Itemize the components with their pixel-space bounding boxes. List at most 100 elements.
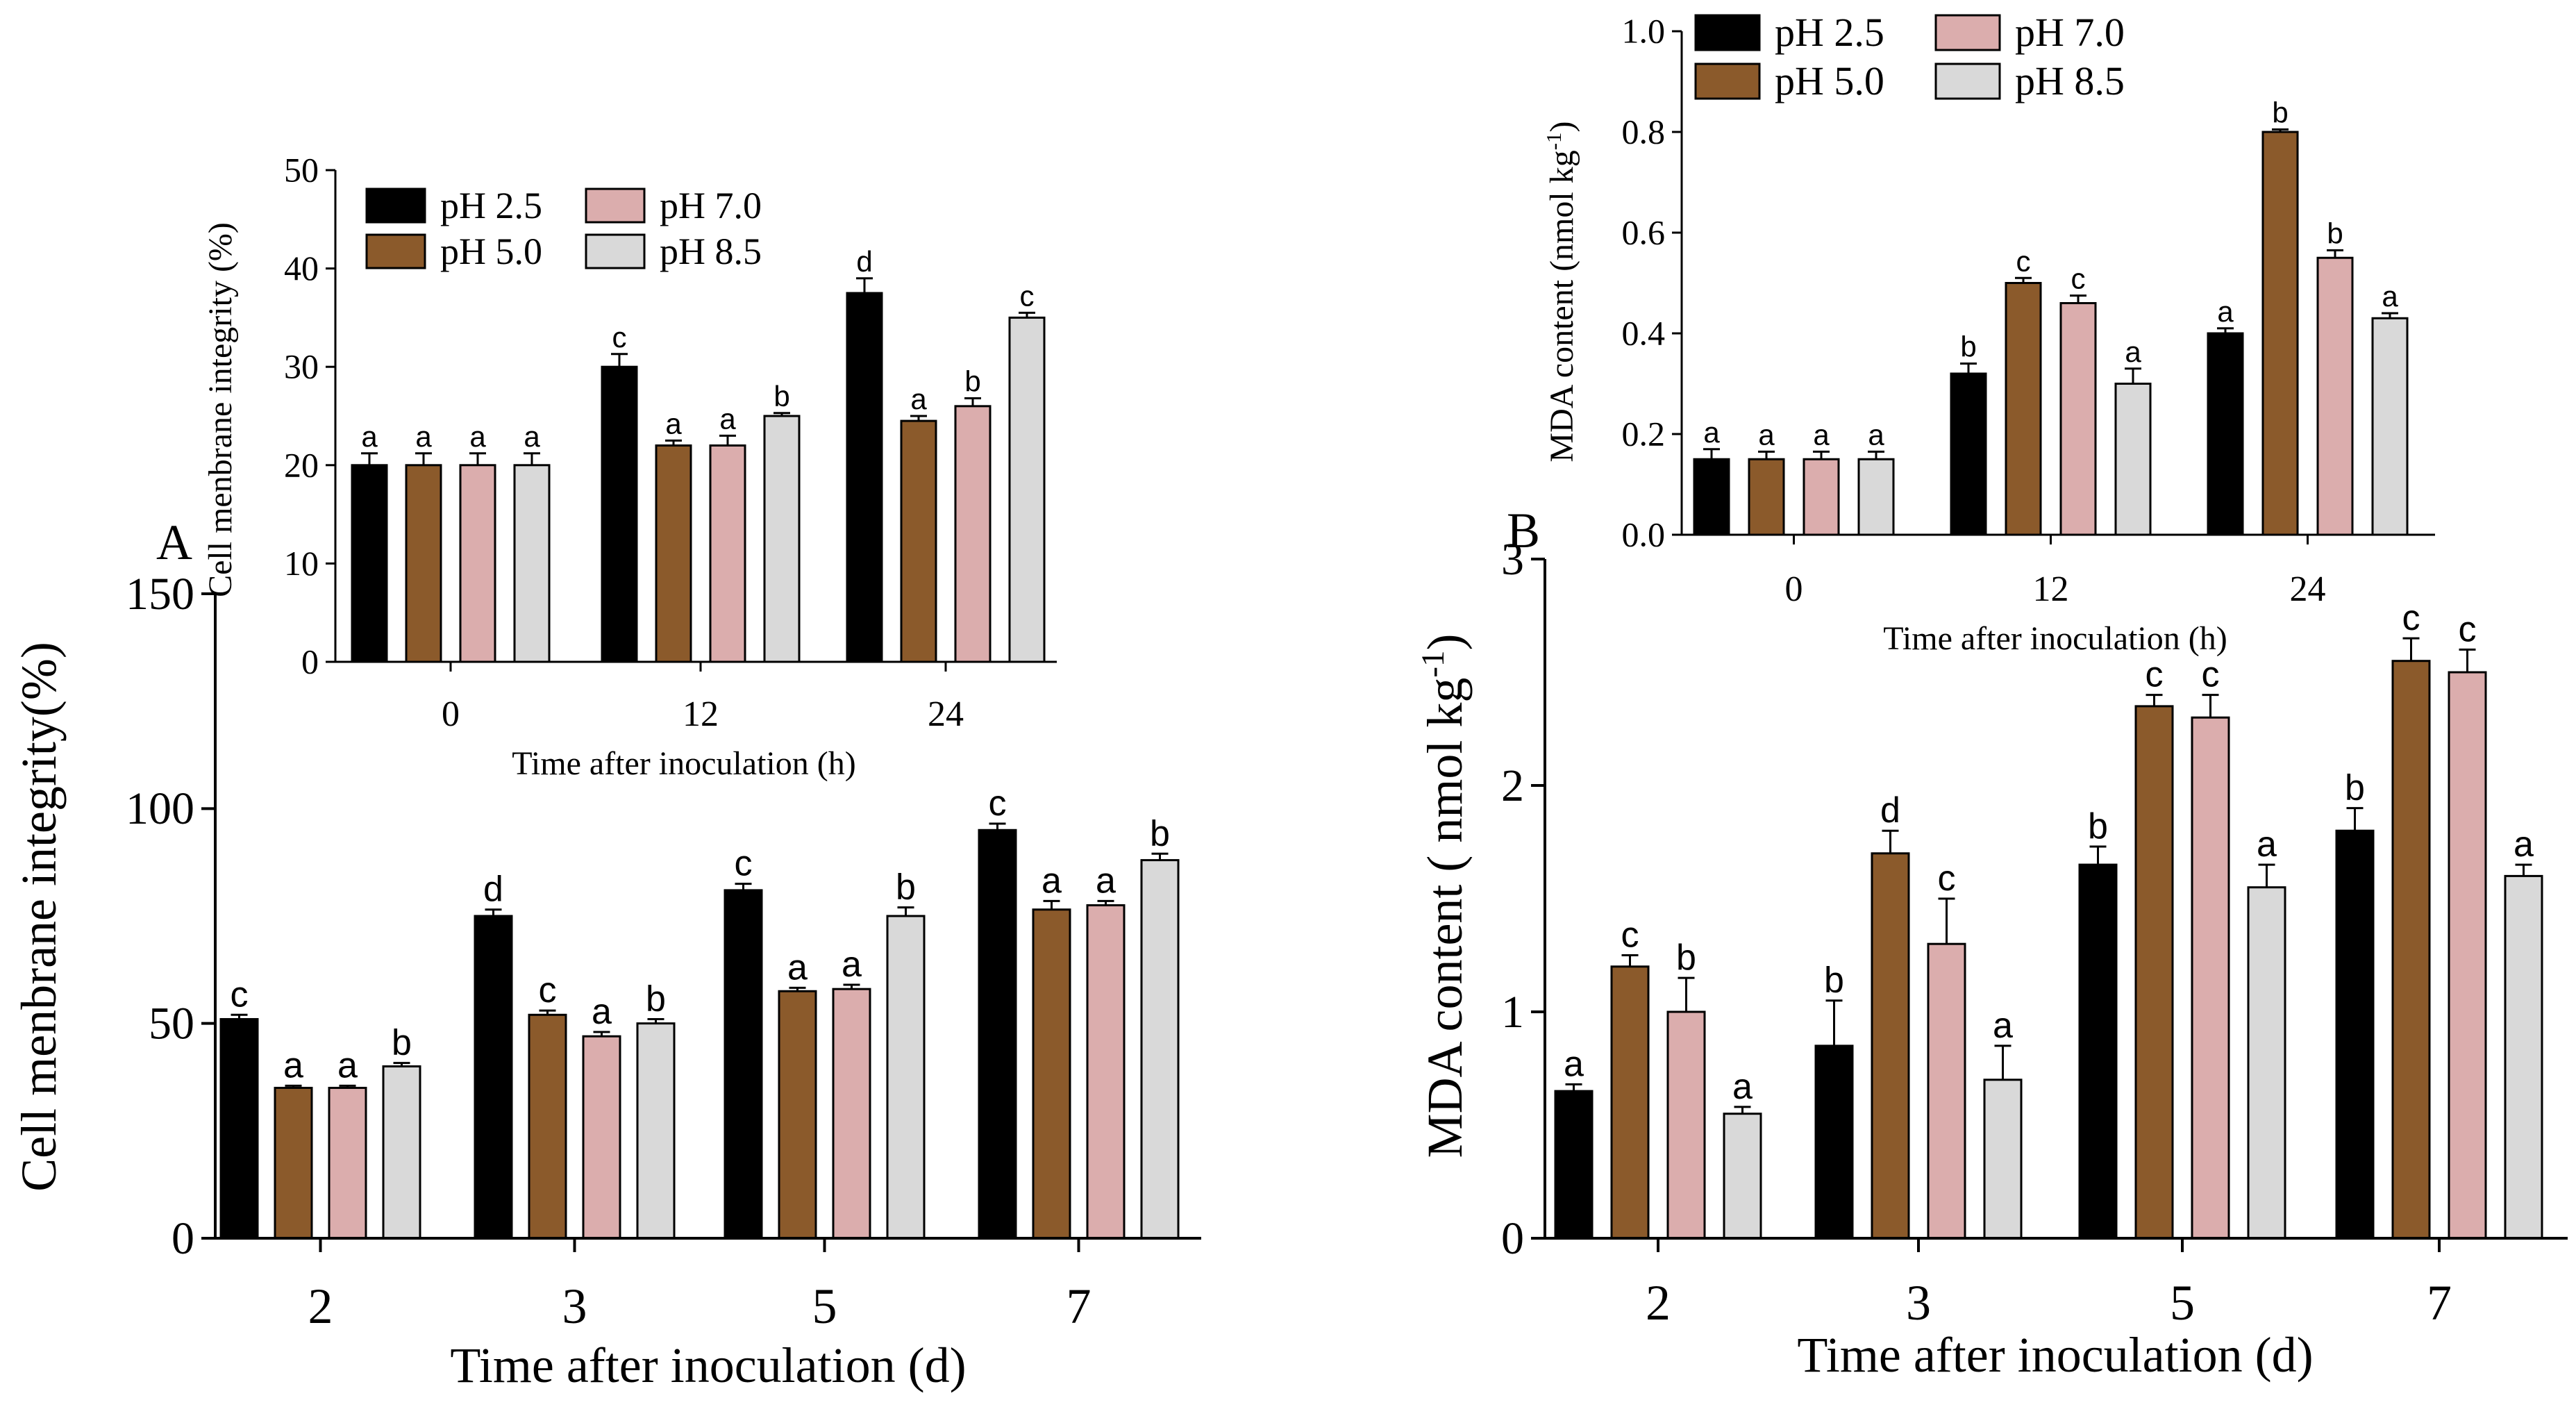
- bar: [1950, 372, 1987, 536]
- bar: [1814, 1044, 1854, 1240]
- bar: [2261, 131, 2299, 536]
- legend-label: pH 2.5: [440, 185, 542, 226]
- significance-letter: a: [1868, 418, 1884, 451]
- significance-letter: a: [469, 420, 486, 453]
- y-tick-label: 40: [284, 249, 319, 288]
- significance-letter: b: [2327, 217, 2343, 249]
- y-axis-title-text: MDA content (nmol kg: [1544, 150, 1580, 462]
- significance-letter: a: [787, 947, 808, 988]
- bar: [2504, 874, 2543, 1240]
- chart-A-inset: a c d a a a a a b a b c 0 10 20 30 40 50 0 12 24 Time after i…: [202, 151, 1057, 782]
- significance-letter: a: [910, 383, 927, 415]
- significance-letter: c: [1621, 915, 1639, 956]
- x-tick-label: 0: [1785, 569, 1803, 609]
- significance-letter: b: [1150, 813, 1170, 854]
- significance-letter: b: [2345, 768, 2365, 808]
- y-axis-title-text: Cell menbrane integrity (%): [202, 222, 239, 597]
- chart-B-inset: a b a a c b a c b a a a 0.0 0.2 0.4 0.6 0.8 1.0 0 12 24 Time …: [1541, 12, 2435, 657]
- significance-letter: a: [1703, 416, 1720, 449]
- bar: [2191, 716, 2230, 1240]
- bar: [978, 829, 1017, 1240]
- significance-letter: a: [1993, 1006, 2013, 1046]
- bar: [1927, 942, 1966, 1240]
- bar: [954, 405, 992, 663]
- x-tick-label: 12: [2033, 569, 2069, 609]
- significance-letter: a: [1758, 418, 1775, 451]
- significance-letter: a: [2217, 295, 2234, 328]
- bar: [528, 1013, 567, 1240]
- legend-label: pH 7.0: [660, 185, 762, 226]
- significance-letter: a: [337, 1045, 358, 1085]
- y-tick-label: 0: [301, 642, 319, 681]
- legend-swatch: [1694, 63, 1761, 100]
- bar: [1032, 908, 1071, 1240]
- y-tick-label: 0.0: [1622, 515, 1666, 554]
- significance-letter: a: [1732, 1067, 1753, 1107]
- bar: [1803, 458, 1840, 536]
- x-tick-label: 7: [2427, 1275, 2452, 1331]
- y-tick-label: 0.8: [1622, 113, 1666, 151]
- y-tick-label: 0.4: [1622, 314, 1666, 353]
- bar: [328, 1086, 367, 1240]
- y-tick-label: 2: [1501, 760, 1524, 811]
- significance-letter: b: [2272, 96, 2288, 128]
- bar: [274, 1086, 313, 1240]
- y-axis-title-text: MDA content ( nmol kg: [1417, 678, 1473, 1158]
- y-axis-title: Cell menbrane integrity (%): [202, 222, 239, 597]
- bar: [763, 415, 801, 663]
- significance-letter: a: [1813, 418, 1830, 451]
- y-tick-label: 3: [1501, 534, 1524, 585]
- y-axis-title-sup: -1: [1415, 650, 1451, 677]
- bar: [405, 464, 442, 663]
- legend-swatch: [365, 188, 426, 224]
- x-tick-label: 2: [1646, 1275, 1671, 1331]
- x-tick-label: 24: [2290, 569, 2326, 609]
- significance-letter: a: [2257, 824, 2277, 865]
- legend-A-inset: pH 2.5 pH 5.0 pH 7.0 pH 8.5: [365, 185, 762, 272]
- y-axis-title-text: Cell menbrane integrity(%): [11, 642, 67, 1192]
- y-tick-label: 0.6: [1622, 213, 1666, 252]
- x-axis-title: Time after inoculation (d): [1797, 1327, 2313, 1383]
- legend-label: pH 8.5: [2015, 58, 2125, 103]
- significance-letter: c: [735, 844, 753, 884]
- y-axis-title-sup: -1: [1541, 132, 1566, 150]
- panel-label: B: [1507, 503, 1540, 558]
- x-tick-label: 2: [308, 1279, 333, 1334]
- bar: [2391, 660, 2431, 1240]
- y-axis-title: Cell menbrane integrity(%): [11, 642, 67, 1192]
- significance-letter: a: [2514, 824, 2534, 865]
- bar: [636, 1022, 676, 1240]
- bar: [582, 1035, 621, 1240]
- significance-letter: b: [1824, 960, 1844, 1001]
- bar: [2371, 317, 2409, 536]
- significance-letter: a: [283, 1045, 303, 1085]
- bar: [2316, 256, 2354, 536]
- significance-letter: c: [2016, 244, 2031, 277]
- significance-letter: a: [2125, 335, 2141, 368]
- bar: [2078, 863, 2118, 1240]
- significance-letter: b: [773, 380, 789, 413]
- significance-letter: d: [1880, 790, 1900, 831]
- legend-label: pH 2.5: [1775, 10, 1884, 55]
- bar: [1857, 458, 1895, 536]
- y-axis-title-end: ): [1544, 121, 1580, 132]
- legend-swatch: [365, 233, 426, 269]
- significance-letter: d: [483, 869, 503, 910]
- bar: [1666, 1010, 1706, 1240]
- legend-label: pH 7.0: [2015, 10, 2125, 55]
- significance-letter: b: [964, 365, 980, 398]
- x-tick-label: 0: [442, 694, 460, 734]
- significance-letter: b: [646, 979, 666, 1019]
- significance-letter: c: [612, 321, 627, 353]
- bar: [2114, 383, 2152, 536]
- y-tick-label: 100: [126, 783, 194, 834]
- x-axis-title: Time after inoculation (h): [1883, 620, 2227, 657]
- bar: [1610, 965, 1650, 1240]
- y-tick-label: 10: [284, 544, 319, 583]
- y-tick-label: 20: [284, 445, 319, 484]
- bar: [2448, 671, 2487, 1240]
- significance-letter: c: [2146, 655, 2164, 695]
- bar: [2134, 705, 2174, 1240]
